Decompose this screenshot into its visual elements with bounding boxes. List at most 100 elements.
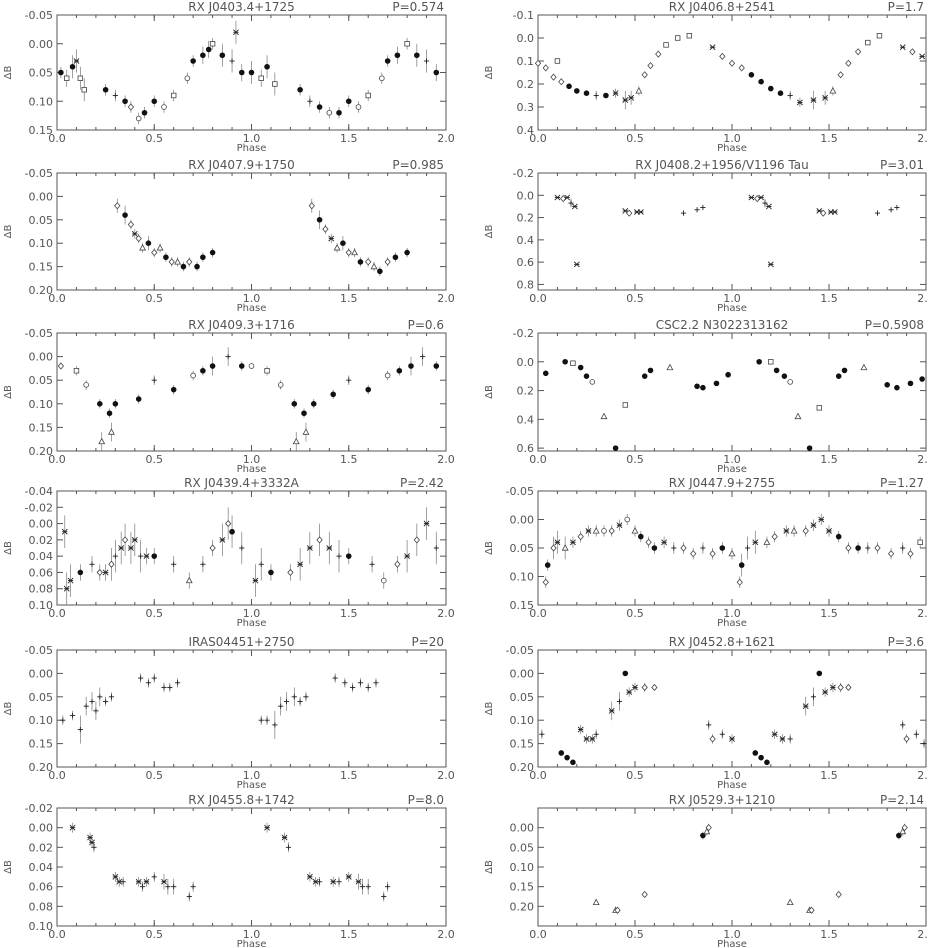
data-point [709,734,716,744]
data-point [83,380,89,390]
panel-title: RX J0455.8+1742 [188,793,295,807]
x-tick-label: 0.0 [529,292,547,305]
x-tick-label: 0.0 [529,928,547,941]
data-point [748,72,755,78]
data-point [616,519,623,531]
data-point [283,692,290,711]
y-tick-label: 0.20 [29,284,54,297]
x-tick-label: 0.0 [529,607,547,620]
data-point [539,729,545,739]
data-point [738,64,745,72]
y-tick-label: 0.10 [510,861,535,874]
data-point [913,729,919,739]
y-tick-label: 0.10 [29,599,54,612]
data-point [835,530,842,543]
y-tick-label: 0.00 [29,351,54,364]
x-axis-label: Phase [717,303,747,314]
data-point [810,90,817,110]
data-point [802,525,809,537]
data-point [826,525,832,537]
data-point [818,513,825,526]
x-axis-label: Phase [717,618,747,629]
data-point [102,84,109,96]
data-point [748,194,755,201]
x-tick-label: 1.5 [820,292,838,305]
data-point [413,523,420,557]
data-point [573,261,580,268]
data-point [302,422,310,442]
x-axis-label: Phase [237,780,267,791]
data-point [336,539,342,573]
data-point [205,40,212,59]
data-point [583,90,590,96]
plot-frame [537,649,927,768]
data-point [719,729,725,739]
x-tick-label: 0.5 [626,769,644,782]
data-point [816,670,823,677]
data-point [127,219,135,230]
data-point [758,754,764,761]
data-point [554,530,561,554]
y-tick-label: 0.2 [517,385,535,398]
data-point [816,405,822,411]
data-point [423,49,430,73]
data-point [564,194,571,201]
data-point [624,513,631,526]
x-tick-label: 0.5 [146,928,164,941]
data-point [112,871,119,882]
data-point [647,61,654,70]
data-point [365,682,371,693]
data-point [641,71,648,79]
data-point [632,682,638,693]
data-point [209,356,216,376]
data-point [651,542,658,554]
x-tick-label: 2.0 [437,928,455,941]
x-tick-label: 0.5 [626,453,644,466]
data-point [219,43,226,67]
data-point [542,370,549,377]
data-point [837,682,844,693]
panel-title: IRAS04451+2750 [189,635,295,649]
data-point [174,257,182,267]
x-axis-label: Phase [237,303,267,314]
data-point [414,43,420,67]
y-tick-label: 0.05 [29,691,54,704]
x-tick-label: 0.0 [529,132,547,145]
period-label: P=3.6 [888,635,924,649]
data-point [165,878,171,895]
x-axis-label: Phase [237,618,267,629]
data-point [272,72,278,96]
y-tick-label: -0.05 [506,644,534,657]
data-point [641,890,648,899]
data-point [831,209,838,215]
data-point [190,55,196,67]
data-point [316,876,323,887]
x-tick-label: 1.0 [243,928,261,941]
data-point [622,402,628,408]
data-point [671,542,677,554]
y-tick-label: 0.4 [517,234,535,247]
data-point [626,209,633,217]
data-point [655,50,662,58]
data-point [357,257,364,267]
data-point [887,548,895,560]
data-point [163,252,169,262]
data-point [894,384,900,391]
data-point [786,898,794,905]
y-tick-label: 0.20 [29,761,54,774]
y-tick-label: 0.05 [29,67,54,80]
x-tick-label: 0.5 [146,132,164,145]
data-point [394,556,401,573]
data-point [190,370,196,381]
x-tick-label: 1.5 [820,607,838,620]
data-point [396,366,403,376]
data-point [874,210,881,216]
data-point [719,542,726,554]
data-point [96,564,103,581]
y-tick-label: -0.02 [25,802,53,815]
period-label: P=2.14 [880,793,924,807]
y-tick-label: 0.00 [29,38,54,51]
data-point [310,399,317,409]
data-point [570,360,576,366]
data-point [577,364,584,371]
